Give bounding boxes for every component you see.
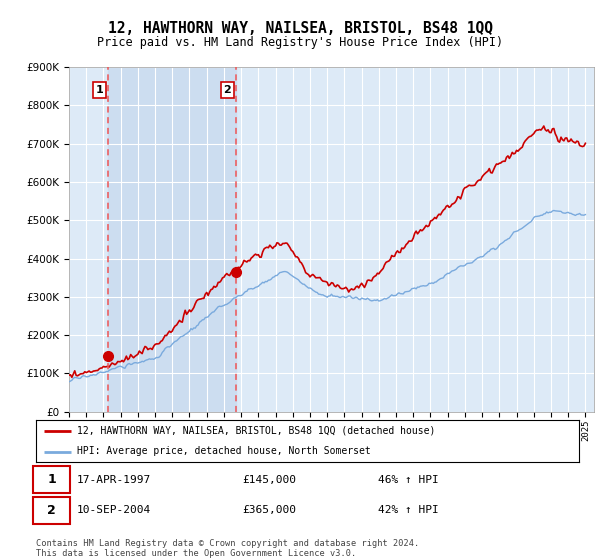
Text: 17-APR-1997: 17-APR-1997 (77, 475, 151, 484)
Text: 46% ↑ HPI: 46% ↑ HPI (378, 475, 439, 484)
Text: 12, HAWTHORN WAY, NAILSEA, BRISTOL, BS48 1QQ: 12, HAWTHORN WAY, NAILSEA, BRISTOL, BS48… (107, 21, 493, 36)
Text: 10-SEP-2004: 10-SEP-2004 (77, 506, 151, 515)
Text: 1: 1 (96, 85, 104, 95)
Text: 12, HAWTHORN WAY, NAILSEA, BRISTOL, BS48 1QQ (detached house): 12, HAWTHORN WAY, NAILSEA, BRISTOL, BS48… (77, 426, 435, 436)
Text: 1: 1 (47, 473, 56, 486)
Text: £365,000: £365,000 (242, 506, 296, 515)
Text: 42% ↑ HPI: 42% ↑ HPI (378, 506, 439, 515)
Text: £145,000: £145,000 (242, 475, 296, 484)
FancyBboxPatch shape (33, 466, 70, 493)
Text: HPI: Average price, detached house, North Somerset: HPI: Average price, detached house, Nort… (77, 446, 370, 456)
Text: Price paid vs. HM Land Registry's House Price Index (HPI): Price paid vs. HM Land Registry's House … (97, 36, 503, 49)
Text: Contains HM Land Registry data © Crown copyright and database right 2024.
This d: Contains HM Land Registry data © Crown c… (36, 539, 419, 558)
FancyBboxPatch shape (33, 497, 70, 524)
Text: 2: 2 (47, 504, 56, 517)
Text: 2: 2 (223, 85, 231, 95)
Bar (109, 67, 236, 412)
